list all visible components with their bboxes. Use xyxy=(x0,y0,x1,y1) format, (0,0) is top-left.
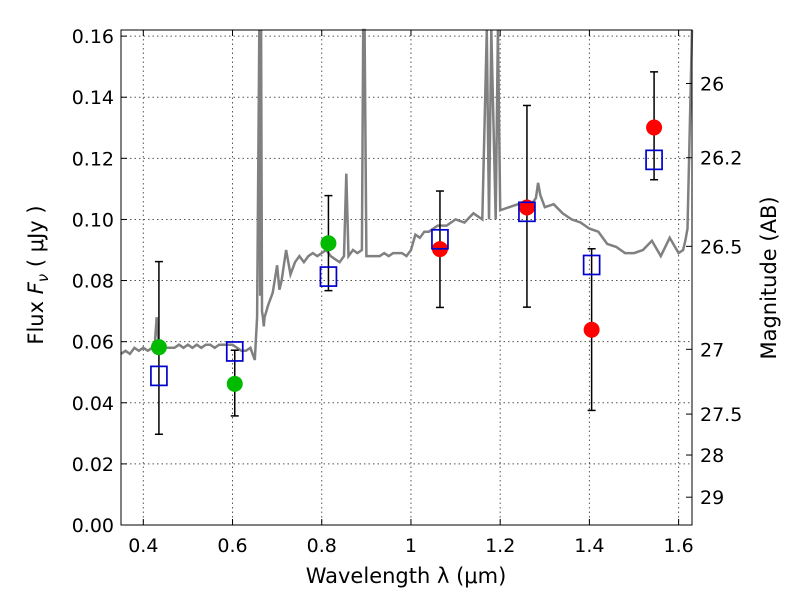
data-point xyxy=(320,235,337,252)
y-tick-label: 0.12 xyxy=(72,148,114,170)
right-tick-label: 27 xyxy=(700,339,724,361)
x-tick-label: 1.4 xyxy=(574,535,604,557)
grid-lines xyxy=(121,30,692,525)
x-tick-label: 1 xyxy=(405,535,417,557)
x-tick-label: 0.6 xyxy=(217,535,247,557)
y-axis-label-fnu: F xyxy=(24,281,48,294)
y-axis-label: Flux Fν ( μJy ) xyxy=(24,205,52,344)
right-tick-label: 26 xyxy=(700,73,724,95)
right-tick-label: 29 xyxy=(700,487,724,509)
y-tick-label: 0.02 xyxy=(72,454,114,476)
y-axis-label-flux: Flux xyxy=(24,294,48,344)
y-tick-label: 0.16 xyxy=(72,26,114,48)
y-tick-label: 0.10 xyxy=(72,209,114,231)
y-tick-label: 0.00 xyxy=(72,515,114,537)
svg-text:Flux Fν ( μJy ): Flux Fν ( μJy ) xyxy=(24,205,52,344)
plot-frame xyxy=(120,29,693,526)
y-tick-label: 0.08 xyxy=(72,271,114,293)
model-point xyxy=(645,149,663,171)
y-tick-label: 0.04 xyxy=(72,393,114,415)
x-tick-label: 0.4 xyxy=(128,535,158,557)
right-tick-label: 28 xyxy=(700,445,724,467)
x-tick-label: 1.6 xyxy=(664,535,694,557)
y-axis-label-unit: ( μJy ) xyxy=(24,205,48,273)
axis-ticks: 0.4 0.6 0.8 1 1.2 1.4 1.6 0.00 0.02 0.04 0.06 0.08 0… xyxy=(72,26,743,557)
y-axis-label-nu: ν xyxy=(34,274,52,282)
right-tick-label: 26.2 xyxy=(700,148,742,170)
model-point xyxy=(319,266,338,287)
data-markers xyxy=(150,71,663,435)
right-tick-label: 27.5 xyxy=(700,404,742,426)
data-point xyxy=(150,339,167,356)
x-tick-label: 0.8 xyxy=(307,535,337,557)
model-point xyxy=(431,228,449,250)
model-point xyxy=(518,201,536,223)
model-point xyxy=(582,254,601,276)
model-point xyxy=(150,365,168,387)
model-point xyxy=(225,341,244,362)
x-tick-label: 1.2 xyxy=(485,535,515,557)
data-point xyxy=(583,321,600,338)
y-tick-label: 0.06 xyxy=(72,332,114,354)
data-point xyxy=(226,375,243,392)
spectrum-line xyxy=(120,28,694,361)
y-tick-label: 0.14 xyxy=(72,87,114,109)
data-point xyxy=(646,119,663,136)
plot-area xyxy=(120,28,694,361)
right-axis-label: Magnitude (AB) xyxy=(757,196,781,359)
data-point xyxy=(518,199,535,216)
right-tick-label: 26.5 xyxy=(700,236,742,258)
x-axis-label: Wavelength λ (μm) xyxy=(306,564,507,588)
